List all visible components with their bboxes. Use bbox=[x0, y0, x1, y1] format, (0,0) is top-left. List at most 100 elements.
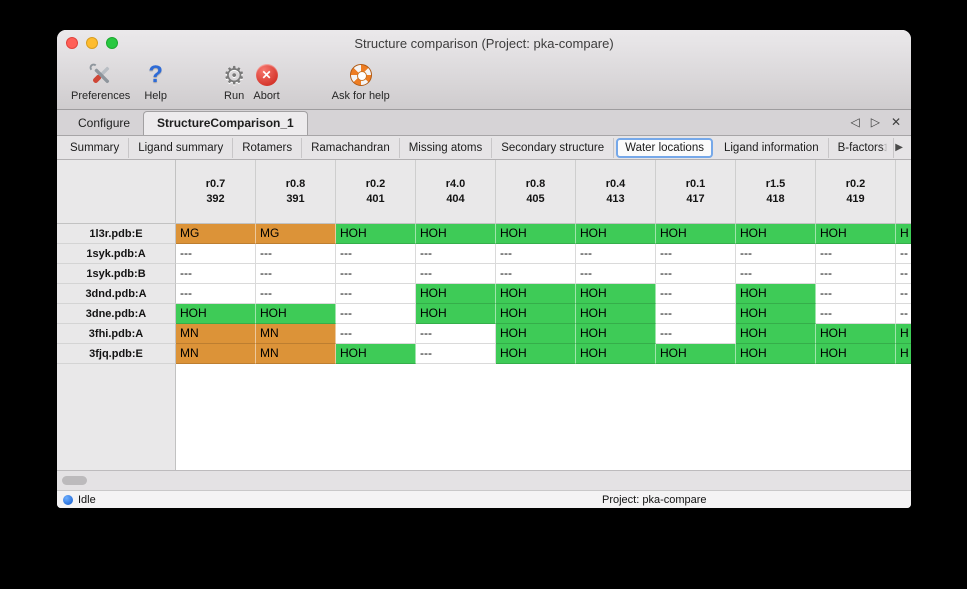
table-cell[interactable]: HOH bbox=[256, 304, 336, 324]
table-cell[interactable]: HOH bbox=[736, 224, 816, 244]
row-label[interactable]: 1syk.pdb:A bbox=[57, 244, 176, 264]
table-cell[interactable]: HOH bbox=[576, 284, 656, 304]
table-cell[interactable]: HOH bbox=[736, 344, 816, 364]
tab-configure[interactable]: Configure bbox=[78, 116, 131, 130]
row-label[interactable]: 1syk.pdb:B bbox=[57, 264, 176, 284]
table-cell[interactable]: --- bbox=[176, 284, 256, 304]
table-cell[interactable]: --- bbox=[736, 264, 816, 284]
table-cell[interactable]: HOH bbox=[336, 344, 416, 364]
table-cell[interactable]: --- bbox=[576, 244, 656, 264]
table-cell[interactable]: -- bbox=[896, 244, 911, 264]
column-header-418[interactable]: r1.5 418 bbox=[736, 160, 816, 224]
table-cell[interactable]: --- bbox=[736, 244, 816, 264]
table-cell[interactable]: --- bbox=[336, 324, 416, 344]
table-cell[interactable]: HOH bbox=[496, 304, 576, 324]
table-cell[interactable]: HOH bbox=[736, 304, 816, 324]
table-cell[interactable]: --- bbox=[256, 284, 336, 304]
table-cell[interactable]: H bbox=[896, 324, 911, 344]
table-cell[interactable]: --- bbox=[416, 244, 496, 264]
next-tab-icon[interactable]: ▷ bbox=[870, 115, 880, 129]
table-cell[interactable]: HOH bbox=[816, 224, 896, 244]
table-cell[interactable]: MN bbox=[256, 324, 336, 344]
table-cell[interactable]: --- bbox=[656, 284, 736, 304]
table-cell[interactable]: HOH bbox=[736, 324, 816, 344]
table-cell[interactable]: --- bbox=[656, 264, 736, 284]
tab-structure-comparison-1[interactable]: StructureComparison_1 bbox=[143, 111, 308, 135]
table-cell[interactable]: HOH bbox=[416, 284, 496, 304]
table-cell[interactable]: HOH bbox=[496, 284, 576, 304]
table-cell[interactable]: --- bbox=[416, 264, 496, 284]
table-cell[interactable]: -- bbox=[896, 264, 911, 284]
row-label[interactable]: 3fjq.pdb:E bbox=[57, 344, 176, 364]
column-header-417[interactable]: r0.1 417 bbox=[656, 160, 736, 224]
prev-tab-icon[interactable]: ◁ bbox=[850, 115, 860, 129]
ask-for-help-button[interactable]: Ask for help bbox=[332, 61, 390, 102]
tab-ramachandran[interactable]: Ramachandran bbox=[302, 137, 400, 158]
table-cell[interactable]: HOH bbox=[576, 304, 656, 324]
table-cell[interactable]: --- bbox=[336, 264, 416, 284]
table-cell[interactable]: HOH bbox=[656, 344, 736, 364]
column-header-404[interactable]: r4.0 404 bbox=[416, 160, 496, 224]
tab-ligand-information[interactable]: Ligand information bbox=[715, 137, 829, 158]
zoom-window-button[interactable] bbox=[106, 37, 118, 49]
table-cell[interactable]: HOH bbox=[496, 344, 576, 364]
table-cell[interactable]: --- bbox=[816, 304, 896, 324]
column-header-405[interactable]: r0.8 405 bbox=[496, 160, 576, 224]
tab-missing-atoms[interactable]: Missing atoms bbox=[400, 137, 493, 158]
table-cell[interactable]: HOH bbox=[656, 224, 736, 244]
table-cell[interactable]: HOH bbox=[176, 304, 256, 324]
close-tab-icon[interactable]: ✕ bbox=[890, 115, 901, 129]
help-button[interactable]: ? Help bbox=[144, 61, 167, 102]
abort-button[interactable]: ✕ Abort bbox=[253, 61, 280, 102]
table-cell[interactable]: --- bbox=[176, 264, 256, 284]
column-header-419[interactable]: r0.2 419 bbox=[816, 160, 896, 224]
tab-ligand-summary[interactable]: Ligand summary bbox=[129, 137, 234, 158]
table-cell[interactable]: H bbox=[896, 344, 911, 364]
table-cell[interactable]: HOH bbox=[496, 224, 576, 244]
close-window-button[interactable] bbox=[66, 37, 78, 49]
table-cell[interactable]: HOH bbox=[416, 304, 496, 324]
table-cell[interactable]: --- bbox=[816, 244, 896, 264]
table-cell[interactable]: MG bbox=[176, 224, 256, 244]
table-cell[interactable]: --- bbox=[336, 244, 416, 264]
table-cell[interactable]: --- bbox=[416, 344, 496, 364]
run-button[interactable]: ⚙ Run bbox=[223, 61, 245, 103]
tab-rotamers[interactable]: Rotamers bbox=[233, 137, 303, 158]
table-cell[interactable]: --- bbox=[256, 244, 336, 264]
column-header-391[interactable]: r0.8 391 bbox=[256, 160, 336, 224]
table-cell[interactable]: HOH bbox=[816, 344, 896, 364]
table-cell[interactable]: HOH bbox=[576, 224, 656, 244]
row-label[interactable]: 3fhi.pdb:A bbox=[57, 324, 176, 344]
table-cell[interactable]: HOH bbox=[336, 224, 416, 244]
table-cell[interactable]: -- bbox=[896, 304, 911, 324]
table-cell[interactable]: --- bbox=[256, 264, 336, 284]
table-cell[interactable]: --- bbox=[496, 244, 576, 264]
scrollbar-thumb[interactable] bbox=[62, 476, 87, 485]
table-cell[interactable]: --- bbox=[816, 264, 896, 284]
table-cell[interactable]: --- bbox=[656, 244, 736, 264]
table-cell[interactable]: H bbox=[896, 224, 911, 244]
tab-water-locations[interactable]: Water locations bbox=[616, 137, 713, 158]
table-cell[interactable]: --- bbox=[336, 284, 416, 304]
table-cell[interactable]: MN bbox=[256, 344, 336, 364]
table-cell[interactable]: --- bbox=[656, 324, 736, 344]
tab-b-factors[interactable]: B-factors bbox=[829, 137, 894, 158]
table-cell[interactable]: --- bbox=[576, 264, 656, 284]
table-cell[interactable]: HOH bbox=[496, 324, 576, 344]
table-cell[interactable]: HOH bbox=[816, 324, 896, 344]
table-cell[interactable]: --- bbox=[176, 244, 256, 264]
table-cell[interactable]: HOH bbox=[736, 284, 816, 304]
table-cell[interactable]: --- bbox=[416, 324, 496, 344]
table-cell[interactable]: MG bbox=[256, 224, 336, 244]
row-label[interactable]: 3dne.pdb:A bbox=[57, 304, 176, 324]
preferences-button[interactable]: Preferences bbox=[71, 61, 130, 102]
table-cell[interactable]: MN bbox=[176, 324, 256, 344]
column-header-413[interactable]: r0.4 413 bbox=[576, 160, 656, 224]
titlebar[interactable]: Structure comparison (Project: pka-compa… bbox=[57, 30, 911, 57]
tab-secondary-structure[interactable]: Secondary structure bbox=[492, 137, 615, 158]
scroll-tabs-left-icon[interactable]: ◁ bbox=[878, 142, 887, 153]
column-header-401[interactable]: r0.2 401 bbox=[336, 160, 416, 224]
table-cell[interactable]: HOH bbox=[576, 344, 656, 364]
table-cell[interactable]: HOH bbox=[416, 224, 496, 244]
table-cell[interactable]: --- bbox=[496, 264, 576, 284]
